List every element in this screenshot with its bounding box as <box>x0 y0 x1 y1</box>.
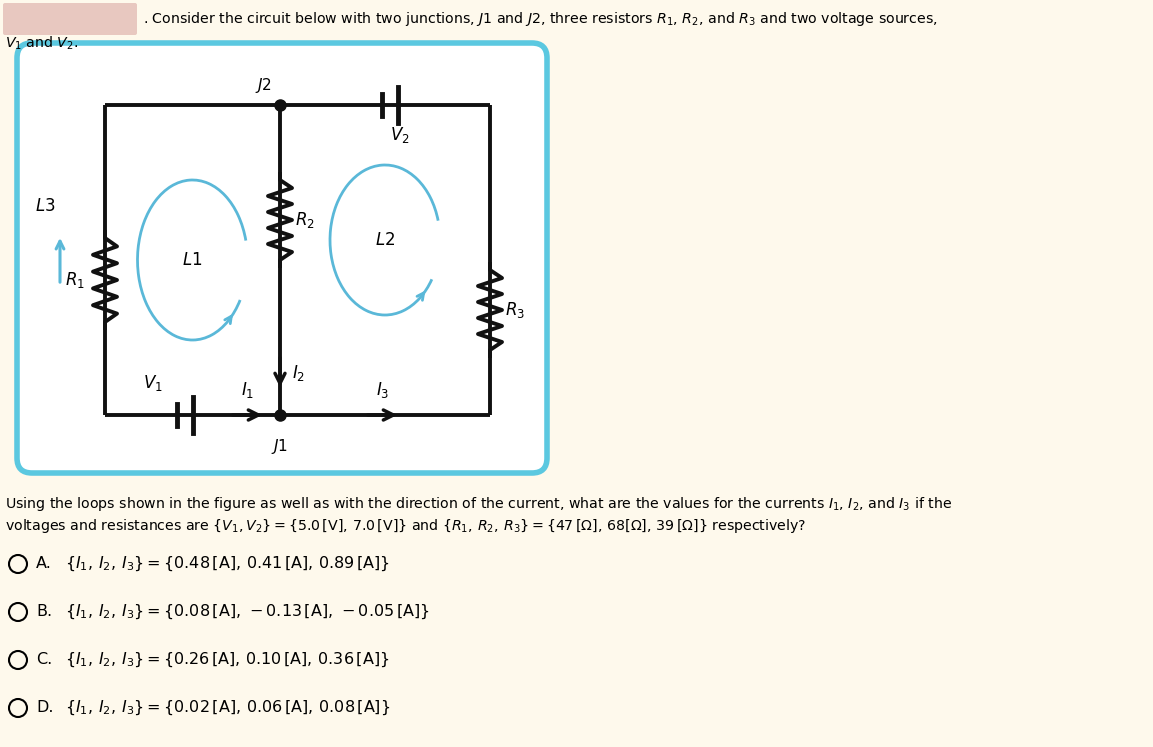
Text: $J1$: $J1$ <box>271 437 288 456</box>
Text: $\{I_1,\,I_2,\,I_3\} = \{0.08\,[\mathrm{A}],\,-0.13\,[\mathrm{A}],\,-0.05\,[\mat: $\{I_1,\,I_2,\,I_3\} = \{0.08\,[\mathrm{… <box>65 603 430 622</box>
Text: $I_1$: $I_1$ <box>241 380 255 400</box>
Text: $J2$: $J2$ <box>255 76 272 95</box>
Text: B.: B. <box>36 604 52 619</box>
Text: . Consider the circuit below with two junctions, $J1$ and $J2$, three resistors : . Consider the circuit below with two ju… <box>143 10 937 28</box>
Text: $R_3$: $R_3$ <box>505 300 525 320</box>
Text: $V_1$ and $V_2$.: $V_1$ and $V_2$. <box>5 34 78 52</box>
Text: $L2$: $L2$ <box>375 231 395 249</box>
Text: $\{I_1,\,I_2,\,I_3\} = \{0.02\,[\mathrm{A}],\,0.06\,[\mathrm{A}],\,0.08\,[\mathr: $\{I_1,\,I_2,\,I_3\} = \{0.02\,[\mathrm{… <box>65 698 391 717</box>
Text: $R_1$: $R_1$ <box>65 270 85 290</box>
Text: $\{I_1,\,I_2,\,I_3\} = \{0.48\,[\mathrm{A}],\,0.41\,[\mathrm{A}],\,0.89\,[\mathr: $\{I_1,\,I_2,\,I_3\} = \{0.48\,[\mathrm{… <box>65 555 390 573</box>
Text: $\{I_1,\,I_2,\,I_3\} = \{0.26\,[\mathrm{A}],\,0.10\,[\mathrm{A}],\,0.36\,[\mathr: $\{I_1,\,I_2,\,I_3\} = \{0.26\,[\mathrm{… <box>65 651 390 669</box>
Text: $I_2$: $I_2$ <box>292 363 306 383</box>
FancyBboxPatch shape <box>3 3 137 35</box>
FancyBboxPatch shape <box>17 43 547 473</box>
Text: $V_2$: $V_2$ <box>390 125 409 145</box>
Text: D.: D. <box>36 701 53 716</box>
Text: $I_3$: $I_3$ <box>376 380 390 400</box>
Text: $L1$: $L1$ <box>182 251 203 269</box>
Text: Using the loops shown in the figure as well as with the direction of the current: Using the loops shown in the figure as w… <box>5 495 952 513</box>
Text: C.: C. <box>36 652 52 668</box>
Text: A.: A. <box>36 557 52 571</box>
Text: $V_1$: $V_1$ <box>143 373 163 393</box>
Text: $R_2$: $R_2$ <box>295 210 315 230</box>
Text: voltages and resistances are $\{V_1, V_2\} = \{5.0\,[\mathrm{V}],\,7.0\,[\mathrm: voltages and resistances are $\{V_1, V_2… <box>5 517 806 535</box>
Text: $L3$: $L3$ <box>35 197 55 215</box>
